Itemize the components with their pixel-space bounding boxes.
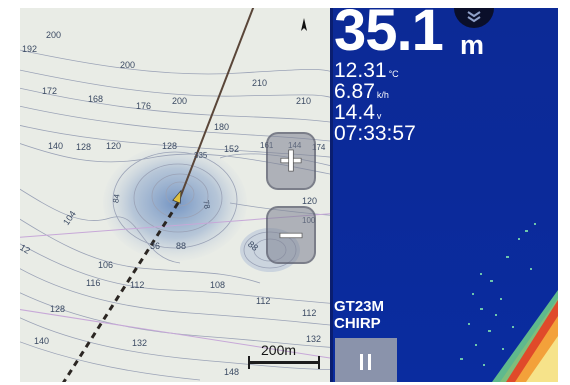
depth-sounding: 116: [86, 278, 101, 288]
depth-sounding: 200: [120, 60, 136, 70]
depth-sounding: 192: [22, 44, 38, 54]
plus-icon: [280, 149, 302, 172]
transducer-mode: CHIRP: [334, 315, 381, 332]
voltage-value: 14.4: [334, 101, 375, 124]
depth-sounding: 148: [224, 367, 240, 377]
depth-sounding: 112: [130, 280, 145, 290]
scale-label: 200m: [261, 342, 297, 358]
depth-sounding: 174: [312, 143, 326, 152]
depth-sounding: 152: [224, 144, 240, 154]
nav-chart[interactable]: 200 192 200 172 168 176 200 210 210 180 …: [20, 8, 330, 382]
voltage-reading: 14.4 v: [334, 102, 381, 123]
depth-sounding: 140: [48, 141, 64, 151]
water-temp-value: 12.31: [334, 59, 387, 82]
depth-sounding: 120: [302, 196, 318, 206]
fishfinder-screen: 200 192 200 172 168 176 200 210 210 180 …: [20, 8, 558, 382]
depth-sounding: 180: [214, 122, 230, 132]
depth-sounding: 200: [46, 30, 62, 40]
depth-readout: 35.1: [334, 8, 444, 63]
depth-sounding: 335: [194, 151, 208, 160]
depth-sounding: 88: [176, 241, 187, 251]
depth-sounding: 128: [76, 142, 92, 152]
water-temp-unit: °C: [388, 69, 399, 79]
depth-sounding: 172: [42, 86, 58, 96]
depth-sounding: 140: [34, 336, 50, 346]
zoom-out-button[interactable]: [266, 206, 316, 264]
scale-bar: [248, 356, 320, 369]
depth-sounding: 200: [172, 96, 188, 106]
pause-button[interactable]: [335, 338, 397, 382]
transducer-model: GT23M: [334, 298, 385, 315]
depth-sounding: 36: [150, 241, 161, 251]
depth-contours: [20, 8, 330, 382]
depth-sounding: 132: [306, 334, 322, 344]
depth-unit: m: [460, 30, 485, 60]
north-arrow-icon[interactable]: [295, 17, 313, 35]
depth-sounding: 112: [302, 308, 317, 318]
depth-sounding: 128: [162, 141, 178, 151]
chevron-down-icon: [467, 11, 481, 23]
water-temp-reading: 12.31 °C: [334, 60, 399, 81]
time-value: 07:33:57: [334, 122, 416, 145]
depth-sounding: 120: [106, 141, 122, 151]
sonar-returns: [460, 223, 558, 382]
voltage-unit: v: [376, 111, 382, 121]
depth-sounding: 106: [98, 260, 114, 270]
sonar-panel[interactable]: 35.1 m 12.31 °C 6.87 k/h 14.4 v 07:33:57 GT…: [330, 8, 558, 382]
depth-sounding: 128: [50, 304, 66, 314]
depth-sounding: 112: [256, 296, 271, 306]
depth-sounding: 84: [111, 193, 122, 204]
depth-sounding: 210: [252, 78, 268, 88]
minus-icon: [279, 232, 303, 239]
depth-sounding: 168: [88, 94, 104, 104]
depth-sounding: 132: [132, 338, 148, 348]
panel-divider: [330, 8, 333, 382]
depth-sounding: 210: [296, 96, 312, 106]
zoom-in-button[interactable]: [266, 132, 316, 190]
time-reading: 07:33:57: [334, 123, 416, 144]
speed-value: 6.87: [334, 80, 375, 103]
depth-sounding: 108: [210, 280, 226, 290]
depth-sounding: 78: [201, 199, 212, 210]
speed-unit: k/h: [376, 90, 389, 100]
speed-reading: 6.87 k/h: [334, 81, 389, 102]
depth-sounding: 176: [136, 101, 152, 111]
collapse-button[interactable]: [454, 8, 494, 28]
